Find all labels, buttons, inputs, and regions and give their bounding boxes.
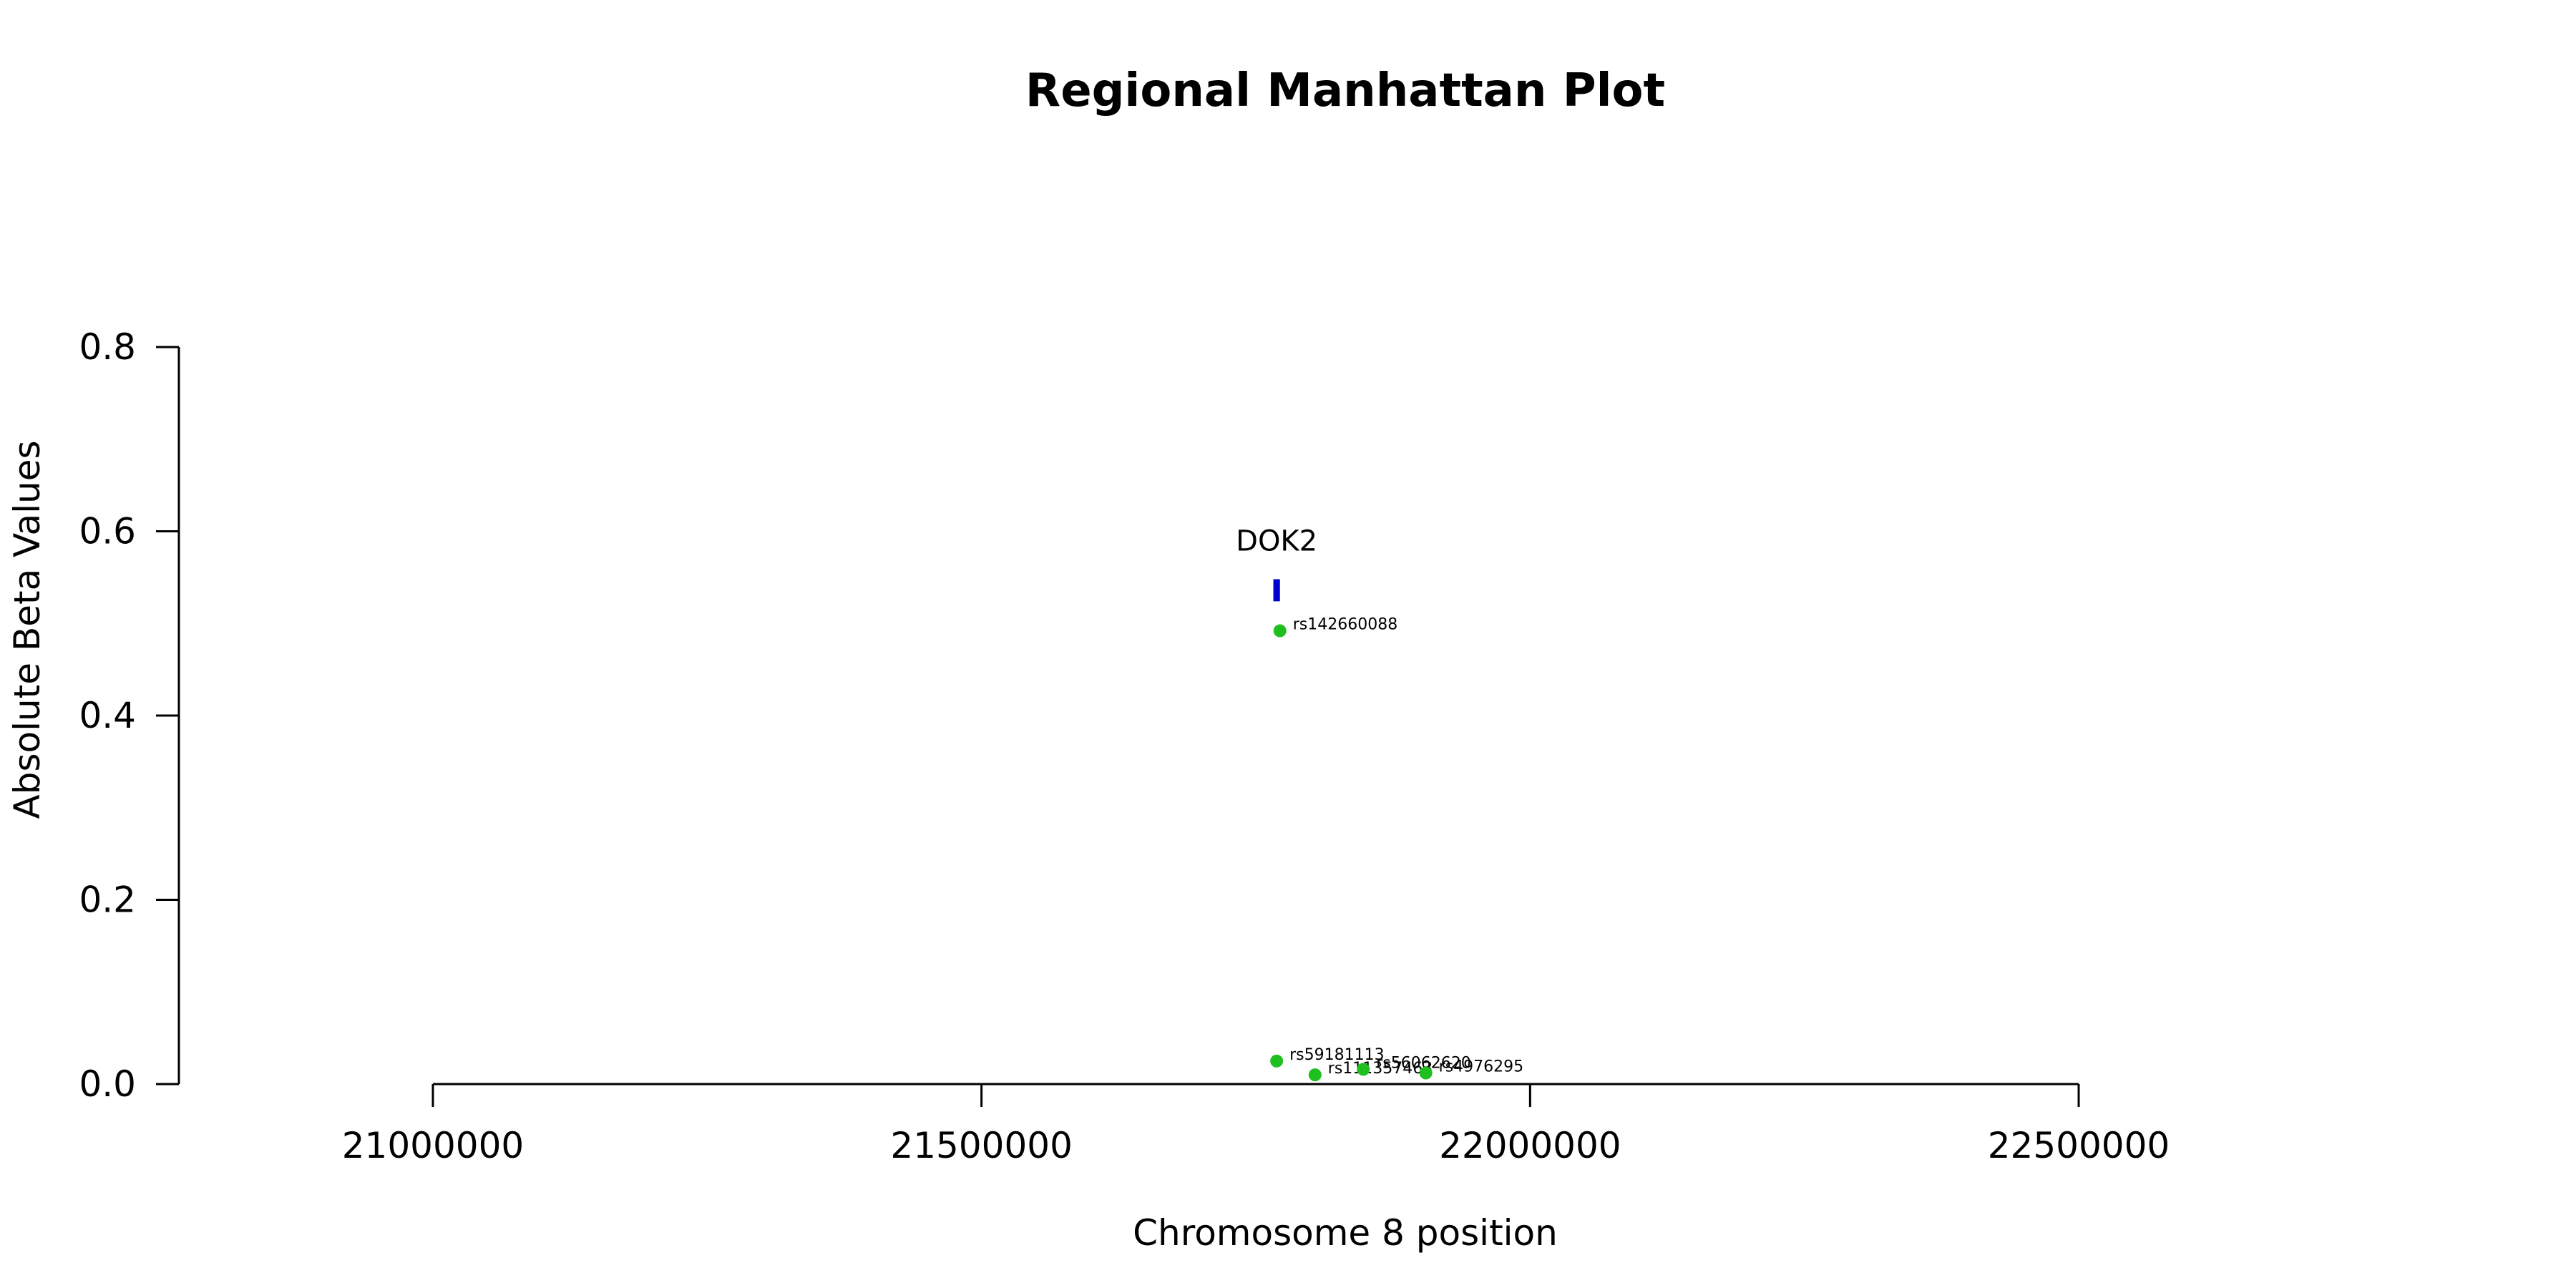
- snp-point: [1308, 1068, 1322, 1082]
- snp-label: rs111357463: [1328, 1060, 1433, 1078]
- snp-points: rs142660088rs59181113rs111357463rs560626…: [1270, 616, 1523, 1082]
- axes: 0.0 0.2 0.4 0.6 0.8 21000000 21500000 22000000 2…: [79, 326, 2170, 1166]
- y-tick-label: 0.4: [79, 695, 136, 736]
- snp-point: [1270, 1054, 1284, 1068]
- gene-marker: [1273, 579, 1280, 602]
- y-tick-label: 0.0: [79, 1063, 136, 1105]
- y-tick-label: 0.8: [79, 326, 136, 368]
- y-tick-label: 0.6: [79, 511, 136, 552]
- snp-point: [1357, 1063, 1370, 1076]
- snp-point: [1273, 624, 1287, 638]
- x-tick-label: 22000000: [1439, 1125, 1621, 1166]
- x-tick-label: 21500000: [890, 1125, 1073, 1166]
- gene-label: DOK2: [1236, 525, 1317, 557]
- y-tick-label: 0.2: [79, 879, 136, 921]
- chart-title: Regional Manhattan Plot: [1025, 64, 1665, 117]
- x-tick-label: 22500000: [1988, 1125, 2170, 1166]
- snp-point: [1419, 1066, 1433, 1080]
- gene-markers: DOK2: [1236, 525, 1317, 602]
- snp-label: rs4976295: [1439, 1058, 1523, 1076]
- snp-label: rs59181113: [1289, 1046, 1384, 1064]
- y-axis-label: Absolute Beta Values: [6, 441, 48, 819]
- x-tick-label: 21000000: [342, 1125, 525, 1166]
- x-axis-label: Chromosome 8 position: [1133, 1212, 1558, 1254]
- snp-label: rs142660088: [1293, 616, 1397, 634]
